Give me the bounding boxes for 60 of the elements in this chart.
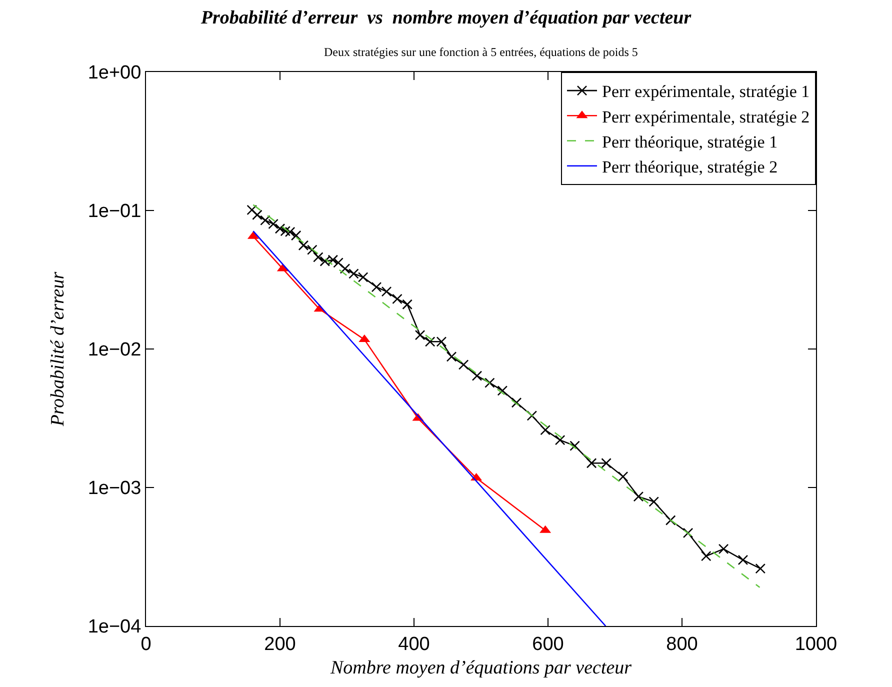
point [392,294,402,304]
point [446,352,457,362]
point [554,434,566,446]
legend-label: Perr expérimentale, stratégie 2 [602,107,810,126]
x-tick-label: 600 [532,634,564,655]
point [246,204,258,216]
point [402,299,412,310]
point [381,286,392,297]
y-tick-label: 1e−01 [88,201,142,222]
point [260,215,270,226]
x-tick-label: 400 [398,634,430,655]
x-tick-label: 1000 [794,634,838,655]
chart-title: Probabilité d’erreur vs nombre moyen d’équation par vecteur [200,8,692,29]
point [268,218,278,230]
y-tick-label: 1e−02 [88,340,142,361]
point [755,563,766,574]
point [700,550,712,562]
point [570,440,580,451]
x-axis-title: Nombre moyen d’équations par vecteur [329,658,632,679]
point [340,264,350,274]
point [290,230,302,241]
point [298,240,309,251]
point [665,515,676,526]
point [333,258,344,268]
point [371,282,382,292]
y-axis-title: Probabilité d’erreur [48,271,69,428]
point [358,272,368,282]
point [601,458,612,468]
x-tick-label: 0 [140,634,152,655]
legend-label: Perr théorique, stratégie 2 [602,157,778,176]
point [540,424,550,436]
y-tick-label: 1e+00 [88,62,142,84]
point [718,544,729,554]
point [511,397,522,408]
point [586,458,597,468]
point [633,491,644,502]
x-tick-label: 200 [264,634,296,655]
point [348,268,359,279]
point [307,244,318,255]
point [618,471,628,482]
point [738,554,748,566]
chart-subtitle: Deux stratégies sur une fonction à 5 entrées, équations de poids 5 [324,45,638,59]
y-tick-label: 1e−04 [88,616,142,638]
point [414,330,426,340]
point [458,360,469,370]
x-tick-label: 800 [666,634,698,655]
legend-label: Perr théorique, stratégie 1 [602,132,778,152]
point [252,210,262,220]
legend-label: Perr expérimentale, stratégie 1 [602,82,810,102]
point [497,386,508,396]
point [274,223,286,234]
point [648,496,660,507]
point [526,410,538,421]
point [682,528,694,538]
y-tick-label: 1e−03 [88,478,142,500]
point [313,252,324,262]
point [280,226,291,236]
point [284,226,296,238]
point [472,370,482,381]
point [484,378,495,388]
